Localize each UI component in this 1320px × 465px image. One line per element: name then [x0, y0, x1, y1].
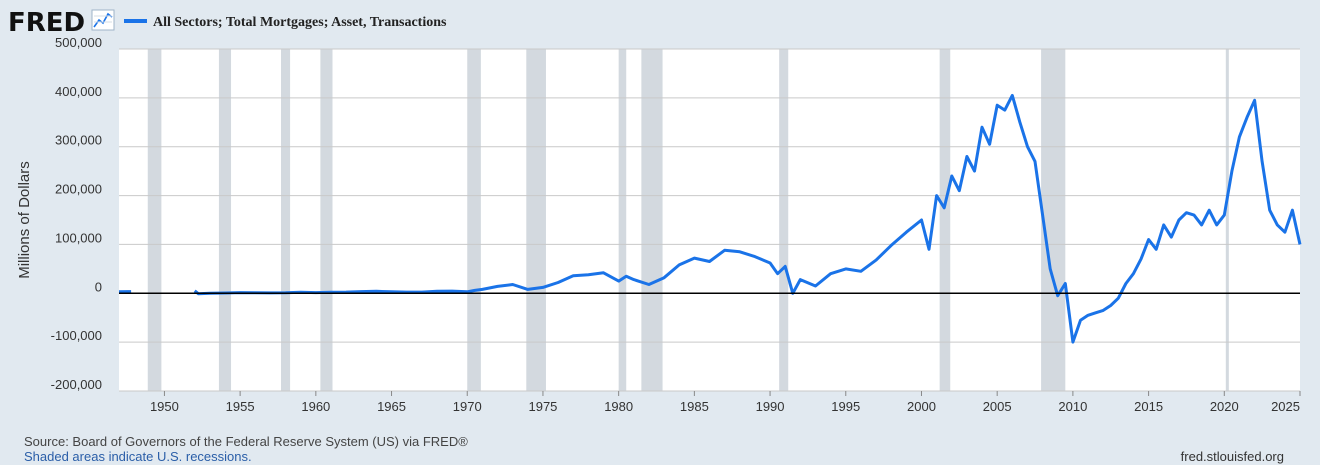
source-note: Source: Board of Governors of the Federa… — [24, 434, 468, 449]
x-tick-label: 2010 — [1058, 399, 1087, 414]
x-tick-label: 1985 — [680, 399, 709, 414]
plot-area — [119, 49, 1300, 391]
recession-band-8 — [779, 49, 789, 391]
y-tick-label: 100,000 — [55, 230, 102, 245]
x-tick-label: 2015 — [1134, 399, 1163, 414]
y-tick-label: -100,000 — [51, 328, 102, 343]
recession-band-1 — [218, 49, 232, 391]
x-axis: 1950 1955 1960 1965 1970 1975 1980 1985 1990 1995… — [150, 391, 1301, 414]
y-axis-title: Millions of Dollars — [16, 161, 33, 279]
y-tick-label: -200,000 — [51, 377, 102, 392]
x-tick-label: 1955 — [226, 399, 255, 414]
x-tick-label: 1960 — [301, 399, 330, 414]
x-tick-label: 1980 — [604, 399, 633, 414]
fred-url[interactable]: fred.stlouisfed.org — [1180, 449, 1284, 464]
recession-note[interactable]: Shaded areas indicate U.S. recessions. — [24, 449, 252, 464]
series-line-segment-1 — [193, 93, 1302, 344]
x-tick-label: 1970 — [453, 399, 482, 414]
x-tick-label: 2000 — [907, 399, 936, 414]
recession-band-0 — [147, 49, 162, 391]
series-line — [118, 93, 1302, 344]
x-tick-label: 1995 — [831, 399, 860, 414]
recession-bands — [147, 49, 1229, 391]
x-tick-label: 1975 — [528, 399, 557, 414]
recession-band-2 — [281, 49, 291, 391]
recession-band-5 — [526, 49, 546, 391]
recession-band-4 — [467, 49, 481, 391]
recession-band-9 — [939, 49, 951, 391]
x-tick-label: 1990 — [756, 399, 785, 414]
recession-band-3 — [320, 49, 333, 391]
y-tick-label: 300,000 — [55, 133, 102, 148]
line-chart-icon — [91, 9, 115, 31]
recession-band-7 — [641, 49, 663, 391]
x-tick-label: 2005 — [983, 399, 1012, 414]
fred-logo[interactable]: FRED — [8, 8, 85, 38]
x-tick-label: 1965 — [377, 399, 406, 414]
recession-band-11 — [1225, 49, 1229, 391]
y-tick-label: 500,000 — [55, 35, 102, 50]
x-tick-label: 2025 — [1271, 399, 1300, 414]
x-tick-label: 2020 — [1210, 399, 1239, 414]
recession-band-6 — [618, 49, 627, 391]
x-tick-label: 1950 — [150, 399, 179, 414]
legend-label[interactable]: All Sectors; Total Mortgages; Asset, Tra… — [153, 15, 447, 30]
y-tick-label: 200,000 — [55, 182, 102, 197]
y-axis: -200,000 -100,000 0 100,000 200,000 300,000 40… — [51, 35, 102, 392]
y-tick-label: 400,000 — [55, 84, 102, 99]
recession-band-10 — [1041, 49, 1066, 391]
y-tick-label: 0 — [95, 279, 102, 294]
